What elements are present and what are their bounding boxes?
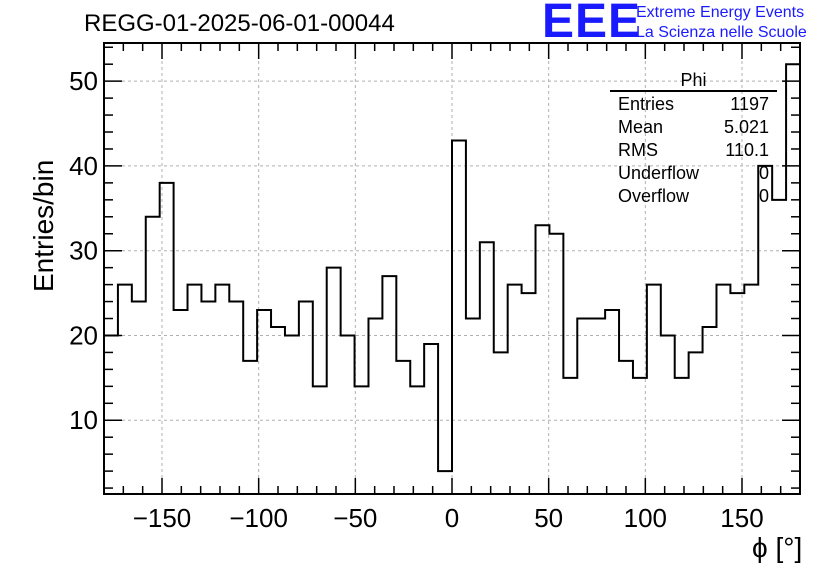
histogram-bin [104, 335, 118, 494]
histogram-bin [285, 335, 299, 494]
histogram-bin [619, 361, 633, 494]
histogram-bin [327, 268, 341, 494]
stats-row-mean: Mean 5.021 [610, 116, 777, 139]
x-tick-label: 100 [624, 503, 667, 533]
histogram-bin [480, 242, 494, 494]
histogram-bin [577, 319, 591, 494]
stats-row-underflow: Underflow 0 [610, 162, 777, 185]
histogram-bin [563, 378, 577, 494]
y-tick-label: 40 [69, 151, 98, 181]
y-tick-label: 50 [69, 66, 98, 96]
histogram-bin [605, 310, 619, 494]
stats-row-entries: Entries 1197 [610, 93, 777, 116]
histogram-bin [299, 302, 313, 494]
histogram-bin [494, 352, 508, 494]
histogram-bin [313, 386, 327, 494]
logo-line-2: La Scienza nelle Scuole [636, 24, 807, 41]
histogram-bin [675, 378, 689, 494]
histogram-outline [103, 63, 801, 494]
histogram-bin [786, 64, 800, 494]
stats-value: 0 [758, 186, 769, 206]
y-tick-label: 20 [69, 320, 98, 350]
histogram-bin [215, 285, 229, 494]
eee-logo-mark: EEE [542, 0, 642, 48]
logo-line-1: Extreme Energy Events [636, 4, 805, 21]
histogram-bin [452, 140, 466, 494]
stats-value: 1197 [730, 94, 769, 114]
x-tick-label: 50 [534, 503, 563, 533]
stats-row-rms: RMS 110.1 [610, 139, 777, 162]
histogram-bin [174, 310, 188, 494]
histogram-bin [257, 310, 271, 494]
stats-value: 110.1 [725, 140, 769, 160]
histogram-bin [591, 319, 605, 494]
histogram-bin [772, 200, 786, 494]
y-tick-label: 10 [69, 405, 98, 435]
chart-title: REGG-01-2025-06-01-00044 [84, 10, 395, 37]
x-tick-label: −150 [133, 503, 192, 533]
y-tick-label: 30 [69, 236, 98, 266]
histogram-bin [744, 285, 758, 494]
stats-value: 0 [758, 163, 769, 183]
stats-label: Mean [618, 117, 664, 137]
y-axis-label: Entries/bin [28, 159, 59, 292]
histogram-bin [355, 386, 369, 494]
histogram-bin [647, 285, 661, 494]
histogram-bin [396, 361, 410, 494]
histogram-bin [536, 225, 550, 494]
histogram-bin [689, 352, 703, 494]
histogram-bin [132, 302, 146, 494]
histogram-bin [508, 285, 522, 494]
histogram-bin [410, 386, 424, 494]
stats-row-overflow: Overflow 0 [610, 185, 777, 208]
histogram-bin [661, 335, 675, 494]
stats-label: Overflow [618, 186, 690, 206]
histogram-bin [522, 293, 536, 494]
histogram-bin [633, 378, 647, 494]
x-tick-label: 150 [720, 503, 763, 533]
histogram-bin [146, 217, 160, 494]
histogram-bin [549, 234, 563, 494]
stats-box: Phi Entries 1197 Mean 5.021 RMS 110.1 Un… [610, 70, 777, 208]
histogram-bin [243, 361, 257, 494]
x-tick-label: 0 [445, 503, 459, 533]
histogram-bin [201, 302, 215, 494]
stats-value: 5.021 [723, 117, 769, 137]
x-tick-label: −100 [229, 503, 288, 533]
x-tick-label: −50 [333, 503, 377, 533]
stats-label: RMS [618, 140, 658, 160]
histogram-bin [368, 319, 382, 494]
histogram-bin [424, 344, 438, 494]
histogram-bin [271, 327, 285, 494]
stats-divider [610, 90, 777, 92]
histogram-bin [229, 302, 243, 494]
eee-logo-text: Extreme Energy Events La Scienza nelle S… [636, 3, 807, 43]
histogram-bin [341, 335, 355, 494]
histogram-bin [382, 276, 396, 494]
histogram-bin [466, 319, 480, 494]
histogram-bin [188, 285, 202, 494]
stats-label: Underflow [618, 163, 700, 183]
stats-title: Phi [680, 70, 707, 90]
histogram-bin [438, 471, 452, 494]
histogram-bin [758, 166, 772, 494]
histogram-bin [118, 285, 132, 494]
histogram-bin [716, 285, 730, 494]
stats-label: Entries [618, 94, 675, 114]
x-axis-label: ϕ [°] [752, 532, 803, 563]
histogram-bin [703, 327, 717, 494]
